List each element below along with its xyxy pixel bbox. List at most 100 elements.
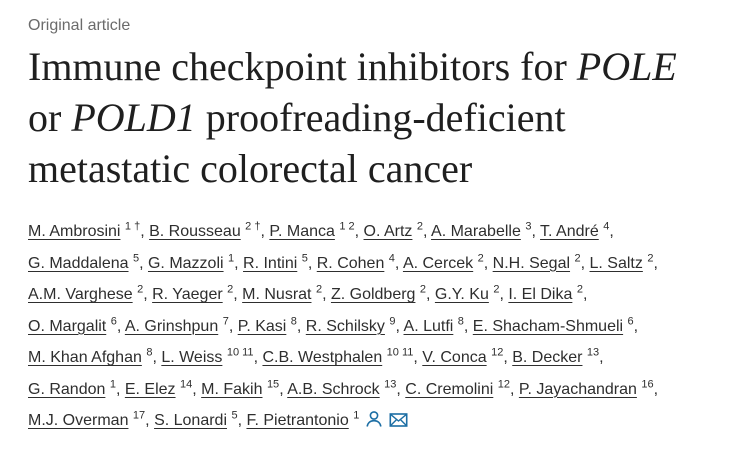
author-line: G. Randon 1, E. Elez 14, M. Fakih 15, A.… [28, 374, 749, 406]
author-link[interactable]: L. Saltz [589, 254, 643, 272]
author-link[interactable]: O. Margalit [28, 317, 107, 335]
affiliation-marker: 2 [416, 220, 424, 233]
author-link[interactable]: F. Pietrantonio [246, 412, 349, 429]
author-link[interactable]: M.J. Overman [28, 412, 129, 429]
affiliation-marker: 14 [180, 378, 193, 391]
gene-name-pold1: POLD1 [71, 95, 196, 140]
author-link[interactable]: A.M. Varghese [28, 286, 133, 303]
author-link[interactable]: R. Cohen [316, 254, 385, 272]
author-link[interactable]: N.H. Segal [492, 254, 571, 272]
affiliation-marker: 2 [477, 252, 484, 265]
author-link[interactable]: A. Marabelle [431, 223, 521, 240]
affiliation-marker: 2 † [245, 220, 261, 233]
author-separator: , [503, 349, 513, 366]
author-separator: , [116, 317, 125, 335]
affiliation-marker: 2 [647, 252, 654, 265]
author-separator: , [423, 223, 432, 240]
author-separator: , [499, 286, 509, 303]
affiliation-marker: 1 † [124, 220, 141, 233]
author-link[interactable]: T. André [540, 223, 599, 240]
envelope-icon[interactable] [389, 408, 408, 440]
author-separator: , [279, 380, 288, 398]
author-link[interactable]: B. Rousseau [149, 223, 241, 240]
affiliation-marker: 13 [384, 378, 397, 391]
affiliation-marker: 5 [132, 252, 140, 265]
author-line: M. Ambrosini 1 †, B. Rousseau 2 †, P. Ma… [28, 216, 749, 248]
author-link[interactable]: E. Shacham-Shmueli [472, 317, 624, 335]
author-link[interactable]: R. Yaeger [152, 286, 223, 303]
author-link[interactable]: V. Conca [422, 349, 487, 366]
author-link[interactable]: C.B. Westphalen [262, 349, 383, 366]
affiliation-marker: 2 [227, 283, 234, 296]
author-separator: , [582, 286, 588, 303]
affiliation-marker: 12 [491, 346, 504, 359]
author-separator: , [396, 380, 406, 398]
gene-name-pole: POLE [576, 44, 677, 89]
author-link[interactable]: I. El Dika [508, 286, 573, 303]
author-separator: , [152, 349, 162, 366]
affiliation-marker: 8 [457, 315, 464, 328]
author-line: M.J. Overman 17, S. Lonardi 5, F. Pietra… [28, 405, 749, 437]
author-list: M. Ambrosini 1 †, B. Rousseau 2 †, P. Ma… [28, 216, 749, 437]
affiliation-marker: 6 [110, 315, 117, 328]
author-link[interactable]: O. Artz [363, 223, 413, 240]
article-type: Original article [28, 17, 131, 34]
author-link[interactable]: R. Intini [243, 254, 298, 272]
affiliation-marker: 7 [222, 315, 229, 328]
affiliation-marker: 10 11 [386, 346, 414, 359]
author-link[interactable]: M. Nusrat [242, 286, 312, 303]
author-separator: , [253, 349, 263, 366]
affiliation-marker: 17 [132, 409, 146, 422]
author-link[interactable]: L. Weiss [161, 349, 223, 366]
author-separator: , [322, 286, 331, 303]
author-link[interactable]: Z. Goldberg [330, 286, 416, 303]
author-link[interactable]: M. Fakih [201, 380, 263, 398]
author-separator: , [483, 254, 493, 272]
author-link[interactable]: P. Manca [269, 223, 335, 240]
author-link[interactable]: G. Maddalena [28, 254, 129, 272]
affiliation-marker: 8 [290, 315, 297, 328]
author-link[interactable]: A. Lutfi [403, 317, 454, 335]
author-link[interactable]: A. Grinshpun [124, 317, 219, 335]
author-separator: , [143, 286, 153, 303]
affiliation-marker: 2 [576, 283, 583, 296]
author-link[interactable]: G.Y. Ku [434, 286, 489, 303]
author-separator: , [307, 254, 317, 272]
author-separator: , [609, 223, 614, 240]
affiliation-marker: 4 [388, 252, 395, 265]
title-text: or [28, 95, 72, 140]
author-link[interactable]: A.B. Schrock [287, 380, 380, 398]
affiliation-marker: 12 [497, 378, 510, 391]
author-link[interactable]: M. Khan Afghan [28, 349, 142, 366]
author-line: A.M. Varghese 2, R. Yaeger 2, M. Nusrat … [28, 279, 749, 311]
affiliation-marker: 2 [574, 252, 581, 265]
affiliation-marker: 1 [228, 252, 235, 265]
author-separator: , [237, 412, 247, 429]
author-link[interactable]: B. Decker [512, 349, 583, 366]
author-link[interactable]: G. Mazzoli [147, 254, 224, 272]
author-separator: , [395, 317, 404, 335]
affiliation-marker: 6 [627, 315, 634, 328]
affiliation-marker: 16 [641, 378, 654, 391]
author-link[interactable]: S. Lonardi [154, 412, 227, 429]
author-link[interactable]: E. Elez [124, 380, 176, 398]
author-separator: , [463, 317, 473, 335]
author-separator: , [653, 380, 659, 398]
author-separator: , [354, 223, 364, 240]
affiliation-marker: 2 [419, 283, 427, 296]
author-link[interactable]: P. Kasi [237, 317, 287, 335]
affiliation-marker: 2 [493, 283, 500, 296]
affiliation-marker: 5 [301, 252, 308, 265]
affiliation-marker: 8 [146, 346, 153, 359]
author-separator: , [580, 254, 590, 272]
author-link[interactable]: G. Randon [28, 380, 106, 398]
author-link[interactable]: M. Ambrosini [28, 223, 121, 240]
author-separator: , [426, 286, 435, 303]
author-separator: , [633, 317, 639, 335]
author-link[interactable]: R. Schilsky [305, 317, 385, 335]
author-separator: , [234, 254, 244, 272]
person-icon[interactable] [365, 408, 383, 440]
author-link[interactable]: C. Cremolini [405, 380, 494, 398]
author-link[interactable]: P. Jayachandran [518, 380, 637, 398]
author-link[interactable]: A. Cercek [402, 254, 474, 272]
